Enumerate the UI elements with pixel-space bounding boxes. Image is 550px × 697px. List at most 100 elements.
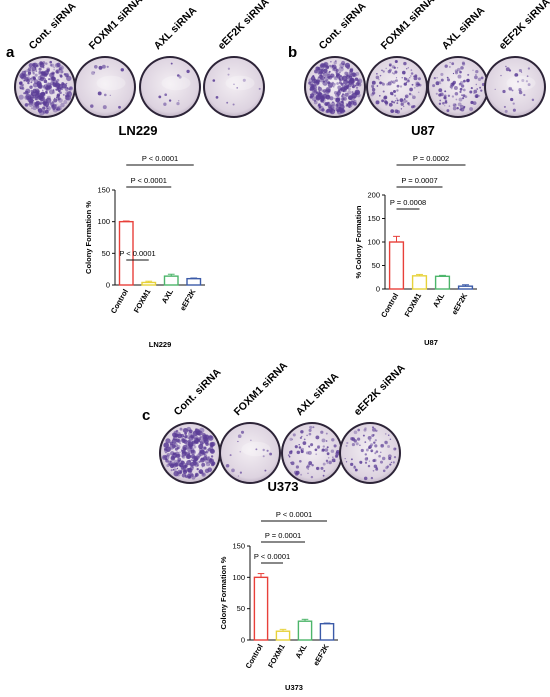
colony (187, 467, 193, 473)
colony (41, 71, 45, 75)
colony (400, 102, 404, 106)
colony (357, 428, 361, 432)
colony (313, 100, 318, 105)
panel-c: c Cont. siRNA FOXM1 siRNA AXL siRNA eEF2K si… (142, 359, 408, 494)
colony (457, 74, 462, 79)
colony (190, 449, 196, 455)
colony (396, 110, 400, 114)
colony (239, 451, 241, 453)
p-value-label: P < 0.0001 (119, 249, 155, 258)
p-value-label: P < 0.0001 (276, 510, 312, 519)
colony (309, 95, 313, 99)
colony (433, 76, 436, 80)
colony (344, 71, 348, 76)
y-tick-label: 50 (102, 249, 110, 258)
colony (526, 75, 529, 78)
colony (475, 83, 478, 86)
colony (354, 84, 357, 87)
colony (57, 97, 61, 101)
colony (346, 441, 349, 445)
colony (355, 91, 360, 95)
colony (30, 107, 34, 110)
colony (330, 73, 335, 78)
cell-line-title: U373 (267, 479, 298, 494)
colony (197, 455, 200, 459)
colony (101, 64, 106, 69)
colony (205, 462, 210, 467)
colony (30, 91, 36, 97)
colony (346, 86, 349, 89)
colony (65, 74, 69, 77)
colony (186, 426, 192, 432)
colony (462, 97, 465, 100)
colony (362, 434, 365, 437)
colony (180, 448, 183, 451)
colony (347, 102, 353, 108)
colony (39, 62, 45, 68)
colony (478, 95, 481, 97)
x-tick-label: FOXM1 (266, 643, 287, 670)
chart-u373: 0 50 100 150 Colony Formation % Control FOXM1 A… (219, 510, 338, 692)
colony (344, 457, 346, 460)
panel-b: b Cont. siRNA FOXM1 siRNA AXL siRNA eEF2K si… (288, 0, 550, 138)
colony (307, 472, 309, 474)
x-tick-label: Control (379, 292, 400, 320)
colony (479, 86, 482, 89)
colony (380, 443, 385, 448)
colony (464, 95, 468, 99)
colony (288, 450, 293, 455)
colony (387, 434, 390, 437)
colony (186, 445, 188, 447)
colony (452, 103, 457, 108)
colony (375, 450, 379, 453)
colony (343, 109, 346, 113)
colony (182, 444, 188, 451)
colony (325, 88, 331, 94)
colony (30, 89, 33, 92)
colony (306, 434, 308, 437)
colony (338, 66, 344, 72)
colony (320, 69, 323, 72)
colony (109, 94, 111, 97)
colony (179, 451, 181, 453)
colony (435, 81, 440, 86)
colony (435, 92, 438, 95)
colony (311, 96, 317, 102)
colony (39, 76, 45, 82)
colony (324, 62, 328, 66)
condition-label: Cont. siRNA (317, 0, 369, 52)
colony (459, 70, 462, 74)
colony (351, 85, 355, 89)
colony (505, 65, 507, 68)
panel-letter: a (6, 44, 15, 61)
y-axis-label: Colony Formation % (219, 556, 228, 629)
colony (455, 98, 458, 101)
colony (432, 84, 436, 88)
colony (351, 72, 356, 77)
colony (311, 463, 314, 467)
colony (336, 91, 341, 96)
colony (197, 430, 203, 436)
colony (205, 451, 209, 454)
colony (179, 442, 181, 445)
colony (322, 445, 325, 448)
colony (240, 430, 245, 434)
colony (227, 73, 230, 76)
condition-label: AXL siRNA (440, 4, 488, 52)
colony (438, 88, 443, 93)
colony (403, 98, 406, 100)
y-tick-label: 50 (372, 261, 380, 270)
colony (59, 74, 63, 78)
colony (383, 100, 388, 104)
bar (411, 275, 428, 290)
colony (453, 104, 455, 107)
colony (287, 454, 290, 457)
colony (374, 439, 377, 442)
colony (319, 71, 323, 75)
culture-dish (281, 422, 343, 484)
colony (396, 102, 399, 105)
colony (165, 459, 169, 463)
colony (205, 459, 210, 464)
colony (350, 462, 354, 467)
colony (177, 459, 181, 463)
